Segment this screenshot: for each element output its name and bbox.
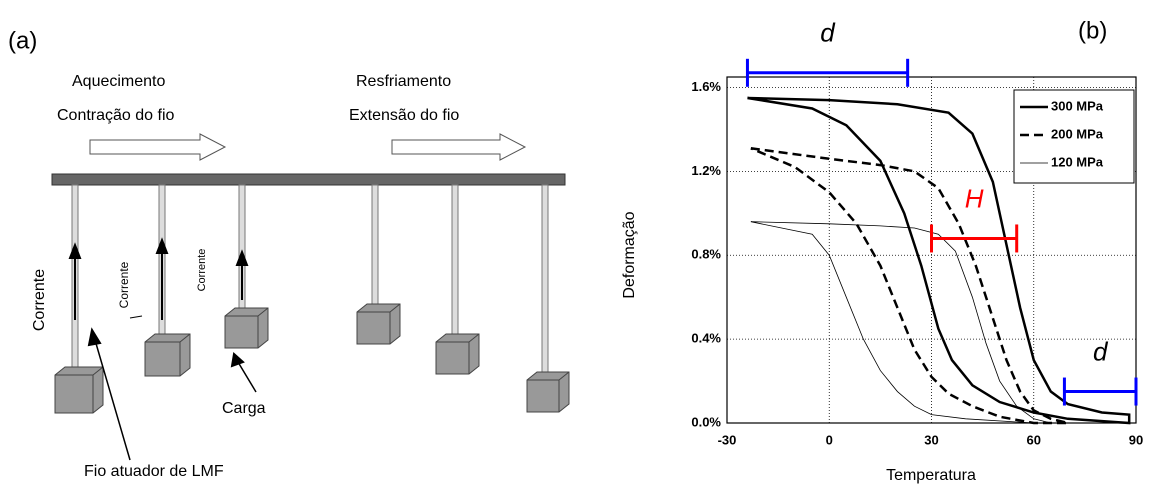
- annotation-label: d: [1093, 336, 1109, 366]
- x-tick-label: 0: [826, 432, 833, 447]
- current-label: Corrente: [117, 261, 131, 308]
- page: (a) Aquecimento Contração do fio Resfria…: [0, 0, 1151, 486]
- y-tick-label: 1.2%: [691, 163, 721, 178]
- y-tick-label: 1.6%: [691, 79, 721, 94]
- heating-label: Aquecimento: [72, 73, 165, 90]
- extension-label: Extensão do fio: [349, 107, 459, 124]
- x-axis-label: Temperatura: [886, 467, 976, 484]
- series-line: [751, 148, 1068, 423]
- wire: [372, 185, 378, 305]
- wire-label: Fio atuador de LMF: [84, 463, 224, 480]
- heating-arrow: [90, 134, 225, 160]
- series-line: [751, 222, 1051, 423]
- legend-label: 200 MPa: [1051, 126, 1104, 141]
- figure: (a) Aquecimento Contração do fio Resfria…: [0, 0, 1151, 486]
- y-tick-label: 0.4%: [691, 331, 721, 346]
- x-tick-label: 90: [1129, 432, 1143, 447]
- y-axis-label: Deformação: [621, 211, 638, 298]
- x-tick-label: 30: [924, 432, 938, 447]
- cooling-label: Resfriamento: [356, 73, 451, 90]
- panel-label: (a): [8, 27, 37, 54]
- current-label: Corrente: [196, 249, 208, 292]
- panel-b: (b) Temperatura Deformação 0.0% 0.4% 0.8% 1…: [621, 17, 1143, 484]
- load-box: [436, 334, 479, 374]
- y-tick-label: 0.0%: [691, 414, 721, 429]
- load-box: [145, 334, 190, 376]
- x-tick-label: -30: [718, 432, 737, 447]
- annotation-label: d: [820, 18, 836, 48]
- arrow-head: [89, 330, 100, 345]
- legend-label: 120 MPa: [1051, 154, 1104, 169]
- panel-a: (a) Aquecimento Contração do fio Resfria…: [8, 27, 569, 480]
- load-box: [225, 308, 268, 348]
- cooling-arrow: [392, 134, 525, 160]
- load-box: [357, 304, 400, 344]
- loads: [55, 304, 569, 413]
- annotation-label: H: [965, 183, 984, 213]
- arrow-head: [232, 354, 243, 366]
- wire: [452, 185, 458, 335]
- x-tick-label: 60: [1027, 432, 1041, 447]
- wire: [542, 185, 548, 372]
- load-box: [527, 372, 569, 412]
- contraction-label: Contração do fio: [57, 107, 175, 124]
- load-box: [55, 367, 103, 413]
- legend-label: 300 MPa: [1051, 98, 1104, 113]
- current-label: Corrente: [31, 269, 48, 331]
- panel-label: (b): [1078, 17, 1107, 44]
- load-label: Carga: [222, 400, 266, 417]
- load-pointer: [238, 362, 256, 392]
- support-bar: [52, 174, 565, 185]
- y-tick-label: 0.8%: [691, 247, 721, 262]
- small-arrow: [130, 316, 142, 318]
